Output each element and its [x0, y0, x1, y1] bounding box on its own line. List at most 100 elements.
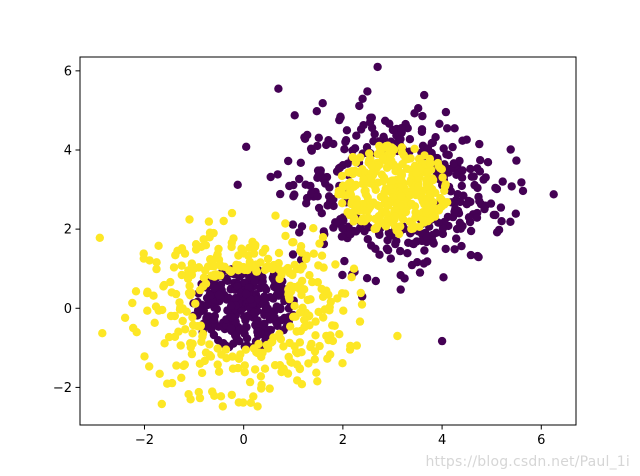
- scatter-point-class-1: [262, 264, 271, 273]
- scatter-point-class-1: [312, 368, 321, 377]
- scatter-point-class-1: [337, 289, 347, 298]
- scatter-point-class-1: [398, 159, 407, 169]
- scatter-point-class-1: [314, 261, 323, 270]
- scatter-point-class-0: [288, 220, 298, 229]
- scatter-point-class-1: [194, 387, 203, 397]
- scatter-point-class-0: [512, 156, 521, 165]
- scatter-point-class-1: [184, 390, 193, 399]
- scatter-point-class-0: [193, 306, 203, 315]
- scatter-point-class-1: [172, 361, 181, 370]
- scatter-point-class-0: [270, 312, 279, 322]
- scatter-point-class-1: [239, 249, 248, 258]
- scatter-point-class-1: [414, 154, 424, 163]
- scatter-point-class-1: [318, 233, 328, 242]
- scatter-point-class-1: [252, 267, 262, 276]
- scatter-point-class-1: [283, 369, 293, 378]
- scatter-point-class-0: [338, 270, 347, 280]
- scatter-point-class-0: [244, 283, 253, 292]
- scatter-point-class-0: [363, 87, 372, 96]
- scatter-point-class-1: [270, 361, 280, 370]
- scatter-point-class-1: [285, 338, 294, 348]
- scatter-point-class-0: [476, 156, 485, 165]
- scatter-point-class-0: [375, 250, 384, 259]
- scatter-point-class-0: [355, 101, 364, 111]
- scatter-point-class-1: [423, 168, 432, 177]
- scatter-point-class-0: [453, 190, 462, 199]
- scatter-point-class-0: [233, 180, 242, 189]
- scatter-point-class-1: [213, 344, 222, 353]
- scatter-point-class-1: [401, 207, 411, 217]
- scatter-point-class-0: [439, 273, 448, 282]
- scatter-point-class-1: [425, 189, 434, 198]
- scatter-point-class-1: [313, 377, 322, 386]
- scatter-point-class-0: [392, 236, 401, 246]
- scatter-point-class-0: [206, 291, 215, 300]
- scatter-point-class-0: [253, 327, 262, 337]
- scatter-point-class-1: [389, 160, 398, 169]
- scatter-point-class-1: [204, 217, 214, 226]
- scatter-point-class-0: [233, 282, 242, 291]
- scatter-point-class-0: [348, 146, 357, 155]
- scatter-point-class-1: [143, 306, 152, 315]
- scatter-point-class-0: [464, 213, 474, 222]
- scatter-point-class-0: [396, 134, 405, 144]
- scatter-point-class-1: [201, 279, 211, 288]
- scatter-point-class-1: [225, 266, 234, 275]
- scatter-point-class-1: [95, 233, 105, 242]
- scatter-point-class-0: [437, 336, 447, 346]
- scatter-point-class-0: [410, 109, 419, 118]
- scatter-point-class-1: [411, 213, 420, 222]
- scatter-point-class-0: [462, 200, 471, 209]
- scatter-point-class-0: [260, 294, 270, 303]
- scatter-point-class-0: [314, 133, 323, 142]
- scatter-point-class-1: [180, 249, 190, 258]
- scatter-point-class-1: [338, 199, 347, 208]
- scatter-point-class-1: [221, 345, 231, 354]
- scatter-point-class-1: [201, 241, 211, 250]
- scatter-point-class-1: [129, 323, 138, 333]
- scatter-point-class-1: [422, 176, 431, 185]
- y-tick-label: 4: [64, 143, 72, 158]
- scatter-point-class-1: [214, 367, 224, 376]
- scatter-point-class-1: [176, 341, 185, 350]
- scatter-point-class-1: [240, 368, 249, 377]
- scatter-point-class-0: [338, 224, 347, 233]
- scatter-point-class-0: [427, 138, 436, 148]
- scatter-point-class-0: [475, 197, 484, 206]
- scatter-point-class-1: [250, 365, 260, 374]
- scatter-point-class-0: [371, 276, 380, 286]
- scatter-point-class-1: [260, 364, 270, 373]
- scatter-point-class-1: [304, 359, 313, 368]
- scatter-point-class-0: [226, 324, 236, 333]
- scatter-point-class-0: [253, 316, 262, 325]
- scatter-point-class-1: [140, 352, 149, 361]
- scatter-point-class-0: [420, 90, 429, 100]
- scatter-point-class-0: [231, 293, 240, 303]
- scatter-point-class-1: [391, 206, 400, 215]
- scatter-point-class-1: [411, 190, 421, 200]
- scatter-point-class-1: [349, 264, 359, 273]
- scatter-point-class-1: [145, 362, 154, 371]
- scatter-point-class-0: [473, 164, 482, 173]
- scatter-point-class-0: [435, 119, 444, 128]
- scatter-point-class-1: [182, 307, 191, 316]
- scatter-point-class-1: [174, 327, 183, 336]
- scatter-point-class-1: [251, 260, 261, 269]
- scatter-point-class-0: [273, 170, 282, 179]
- scatter-point-class-1: [240, 265, 249, 275]
- scatter-point-class-1: [284, 289, 294, 298]
- scatter-point-class-1: [295, 364, 304, 373]
- scatter-point-class-0: [290, 111, 299, 120]
- scatter-point-class-1: [351, 180, 361, 190]
- scatter-point-class-0: [434, 218, 443, 227]
- scatter-point-class-0: [479, 175, 488, 184]
- scatter-point-class-1: [387, 149, 396, 159]
- scatter-point-class-0: [263, 304, 272, 313]
- scatter-point-class-0: [444, 150, 453, 160]
- scatter-point-class-1: [149, 291, 158, 300]
- scatter-point-class-0: [507, 182, 516, 191]
- scatter-point-class-0: [250, 308, 259, 317]
- scatter-point-class-1: [241, 345, 250, 354]
- scatter-point-class-1: [160, 339, 169, 348]
- scatter-point-class-1: [379, 173, 389, 182]
